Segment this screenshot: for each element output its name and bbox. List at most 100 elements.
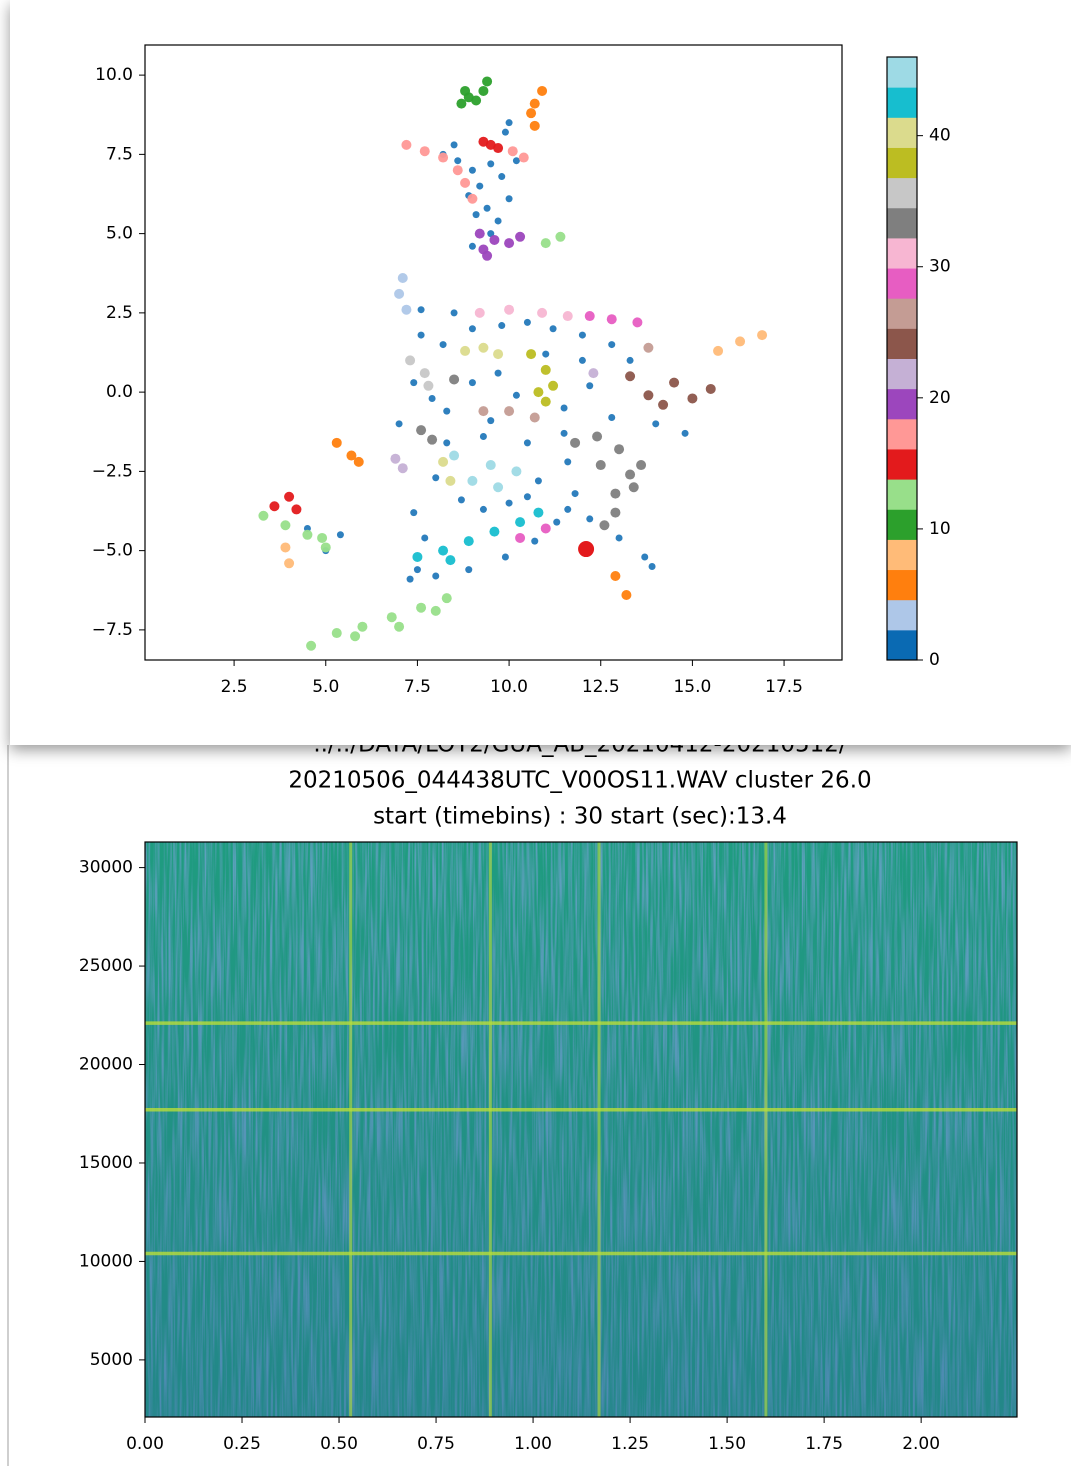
point bbox=[523, 493, 531, 501]
point bbox=[416, 602, 427, 613]
point bbox=[474, 228, 485, 239]
point bbox=[540, 523, 551, 534]
point bbox=[578, 356, 586, 364]
point bbox=[443, 407, 451, 415]
x-tick-label: 0.25 bbox=[223, 1434, 261, 1454]
point bbox=[479, 433, 487, 441]
point bbox=[523, 318, 531, 326]
point bbox=[405, 355, 416, 366]
point bbox=[533, 387, 544, 398]
point bbox=[515, 517, 526, 528]
y-tick-label: −2.5 bbox=[92, 461, 133, 481]
point bbox=[456, 98, 467, 109]
colorbar-tick-label: 30 bbox=[929, 257, 951, 277]
point bbox=[438, 545, 449, 556]
point bbox=[735, 336, 746, 347]
y-tick-label: 10.0 bbox=[95, 65, 133, 85]
colorbar-segment bbox=[887, 237, 917, 269]
point bbox=[401, 304, 412, 315]
point bbox=[518, 152, 529, 163]
axes-frame bbox=[144, 44, 843, 661]
point bbox=[625, 469, 636, 480]
point bbox=[410, 509, 418, 517]
point bbox=[505, 195, 513, 203]
point bbox=[549, 325, 557, 333]
colorbar-segment bbox=[887, 177, 917, 209]
point bbox=[460, 177, 471, 188]
point bbox=[534, 477, 542, 485]
point bbox=[615, 534, 623, 542]
colorbar-tick-label: 20 bbox=[929, 388, 951, 408]
x-tick-label: 17.5 bbox=[765, 677, 803, 697]
y-tick-label: 7.5 bbox=[106, 144, 133, 164]
point bbox=[357, 621, 368, 632]
point bbox=[652, 420, 660, 428]
point bbox=[553, 518, 561, 526]
point bbox=[669, 377, 680, 388]
point bbox=[397, 463, 408, 474]
y-tick-label: 10000 bbox=[79, 1251, 133, 1271]
point bbox=[306, 640, 317, 651]
y-tick-label: 2.5 bbox=[106, 303, 133, 323]
point bbox=[284, 491, 295, 502]
point bbox=[540, 238, 551, 249]
x-tick-label: 1.25 bbox=[611, 1434, 649, 1454]
point bbox=[487, 160, 495, 168]
point bbox=[526, 349, 537, 360]
point bbox=[417, 306, 425, 314]
colorbar-segment bbox=[887, 629, 917, 661]
point bbox=[269, 501, 280, 512]
x-tick-label: 1.75 bbox=[805, 1434, 843, 1454]
point bbox=[457, 496, 465, 504]
point bbox=[445, 475, 456, 486]
colorbar-segment bbox=[887, 328, 917, 359]
point bbox=[432, 572, 440, 580]
point bbox=[452, 165, 463, 176]
point bbox=[493, 482, 504, 493]
spectrogram-title: 20210506_044438UTC_V00OS11.WAV cluster 2… bbox=[288, 768, 871, 794]
point bbox=[586, 515, 594, 523]
y-tick-label: −5.0 bbox=[92, 541, 133, 561]
point bbox=[713, 345, 724, 356]
point bbox=[560, 404, 568, 412]
point bbox=[468, 325, 476, 333]
point bbox=[494, 369, 502, 377]
point bbox=[280, 542, 291, 553]
point bbox=[529, 120, 540, 131]
point bbox=[465, 566, 473, 574]
point bbox=[450, 309, 458, 317]
point bbox=[584, 311, 595, 322]
point bbox=[460, 85, 471, 96]
point bbox=[515, 532, 526, 543]
point bbox=[476, 182, 484, 190]
point bbox=[346, 450, 357, 461]
colorbar-segment bbox=[887, 57, 917, 88]
colorbar-segment bbox=[887, 298, 917, 329]
point bbox=[413, 566, 421, 574]
point bbox=[467, 193, 478, 204]
y-tick-label: 25000 bbox=[79, 956, 133, 976]
point bbox=[504, 304, 515, 315]
point bbox=[531, 537, 539, 545]
point bbox=[493, 143, 504, 154]
colorbar-tick-label: 40 bbox=[929, 126, 951, 146]
point bbox=[512, 157, 520, 165]
point bbox=[504, 406, 515, 417]
point bbox=[449, 450, 460, 461]
colorbar-segment bbox=[887, 388, 917, 420]
point bbox=[501, 553, 509, 561]
point bbox=[636, 460, 647, 471]
point bbox=[501, 128, 509, 136]
point bbox=[529, 412, 540, 423]
point bbox=[419, 368, 430, 379]
point bbox=[394, 288, 405, 299]
point bbox=[625, 371, 636, 382]
colorbar-tick-label: 0 bbox=[929, 650, 940, 670]
point bbox=[439, 341, 447, 349]
point bbox=[474, 307, 485, 318]
point bbox=[428, 394, 436, 402]
colorbar-segment bbox=[887, 358, 917, 390]
point bbox=[505, 119, 513, 127]
